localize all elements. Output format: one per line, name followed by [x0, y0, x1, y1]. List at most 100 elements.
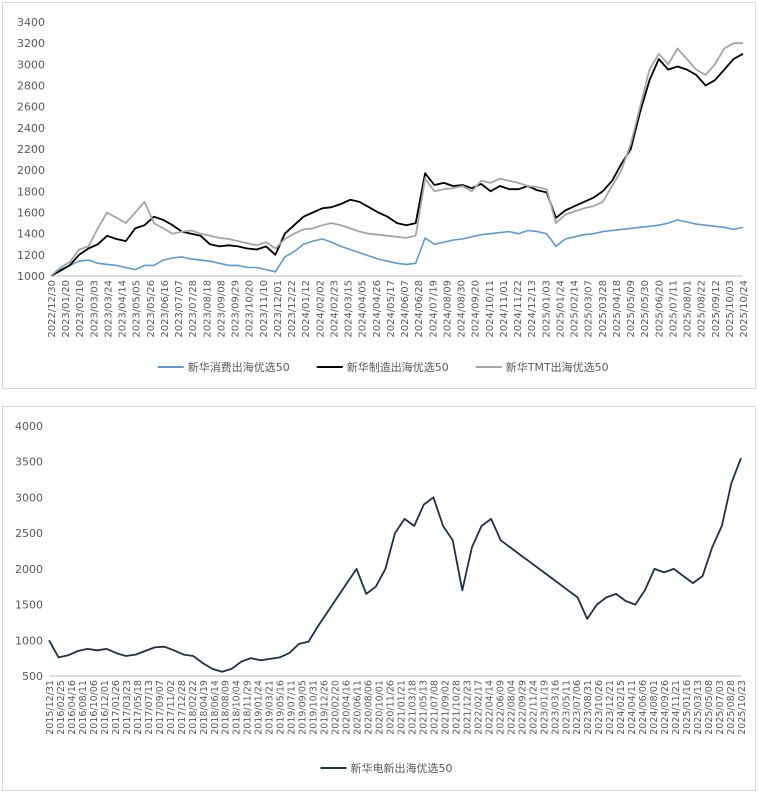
- x-tick-label: 2024/03/15: [344, 280, 355, 338]
- x-tick-label: 2023/10/26: [594, 680, 605, 735]
- x-tick-label: 2024/05/17: [386, 280, 397, 338]
- x-tick-label: 2025/01/16: [682, 680, 693, 735]
- x-tick-label: 2024/06/28: [414, 280, 425, 338]
- x-tick-label: 2023/09/29: [231, 280, 242, 338]
- y-tick-label: 1000: [15, 634, 43, 647]
- x-tick-label: 2020/02/20: [331, 680, 342, 735]
- x-tick-label: 2016/12/01: [100, 680, 111, 735]
- x-tick-label: 2023/01/20: [61, 280, 72, 338]
- x-tick-label: 2024/02/23: [329, 280, 340, 338]
- x-tick-label: 2024/10/11: [485, 280, 496, 338]
- x-tick-label: 2024/04/05: [358, 280, 369, 338]
- x-tick-label: 2023/08/31: [583, 680, 594, 735]
- x-tick-label: 2019/10/31: [309, 680, 320, 735]
- x-tick-label: 2019/01/24: [254, 680, 265, 735]
- x-tick-label: 2024/11/22: [513, 280, 524, 338]
- legend-label: 新华制造出海优选50: [347, 360, 449, 374]
- x-tick-label: 2025/03/07: [584, 280, 595, 338]
- x-tick-label: 2025/05/08: [704, 680, 715, 735]
- x-tick-label: 2024/08/09: [442, 280, 453, 338]
- x-tick-label: 2023/07/07: [174, 280, 185, 338]
- top-chart-panel: 1000 1200 1400 1600 1800 2000 2200 2400 2600 2800…: [2, 2, 756, 389]
- top-line-chart: 1000 1200 1400 1600 1800 2000 2200 2400 2600 2800…: [17, 16, 750, 374]
- x-tick-label: 2025/09/12: [711, 280, 722, 338]
- x-tick-label: 2024/11/01: [499, 280, 510, 338]
- x-tick-label: 2023/08/18: [202, 280, 213, 338]
- x-tick-label: 2017/03/23: [122, 680, 133, 735]
- x-tick-label: 2018/10/04: [232, 680, 243, 735]
- x-tick-label: 2019/03/21: [265, 680, 276, 735]
- x-tick-label: 2025/04/18: [612, 280, 623, 338]
- x-tick-label: 2023/07/28: [188, 280, 199, 338]
- y-tick-label: 3000: [15, 491, 43, 504]
- x-tick-label: 2018/08/09: [221, 680, 232, 735]
- y-tick-label: 1800: [17, 185, 45, 198]
- y-tick-label: 2400: [17, 122, 45, 135]
- x-tick-label: 2025/05/30: [640, 280, 651, 338]
- x-tick-label: 2025/08/28: [726, 680, 737, 735]
- x-tick-label: 2021/12/23: [462, 680, 473, 735]
- x-tick-label: 2018/11/29: [243, 680, 254, 735]
- x-tick-label: 2021/07/08: [429, 680, 440, 735]
- x-tick-label: 2023/12/22: [287, 280, 298, 338]
- x-tick-label: 2024/09/26: [660, 680, 671, 735]
- x-tick-label: 2020/04/16: [342, 680, 353, 735]
- x-tick-label: 2025/03/28: [598, 280, 609, 338]
- x-tick-label: 2018/02/22: [188, 680, 199, 735]
- x-tick-label: 2017/12/28: [177, 680, 188, 735]
- y-tick-label: 2800: [17, 80, 45, 93]
- x-tick-label: 2017/07/13: [144, 680, 155, 735]
- x-tick-label: 2023/10/20: [245, 280, 256, 338]
- x-tick-label: 2018/04/19: [199, 680, 210, 735]
- x-tick-label: 2019/09/05: [298, 680, 309, 735]
- x-tick-label: 2024/09/20: [471, 280, 482, 338]
- x-tick-label: 2023/07/06: [572, 680, 583, 735]
- x-tick-label: 2025/10/03: [725, 280, 736, 338]
- series-line-1: [50, 219, 744, 277]
- x-tick-label: 2024/04/11: [627, 680, 638, 735]
- x-tick-label: 2017/01/26: [111, 680, 122, 735]
- x-tick-label: 2015/12/31: [45, 680, 56, 735]
- x-tick-label: 2025/01/24: [555, 280, 566, 338]
- x-tick-label: 2025/01/03: [541, 280, 552, 338]
- x-tick-label: 2023/02/10: [75, 280, 86, 338]
- x-tick-label: 2016/04/16: [67, 680, 78, 735]
- bottom-line-chart: 500 1000 1500 2000 2500 3000 3500 4000 2015/12/3…: [15, 420, 748, 775]
- x-tick-label: 2025/08/22: [697, 280, 708, 338]
- legend-label: 新华TMT出海优选50: [506, 360, 609, 374]
- x-tick-label: 2019/05/16: [276, 680, 287, 735]
- x-tick-label: 2022/08/04: [506, 680, 517, 735]
- y-tick-label: 3200: [17, 37, 45, 50]
- x-tick-label: 2023/09/08: [216, 280, 227, 338]
- x-tick-label: 2023/03/24: [103, 280, 114, 338]
- y-tick-label: 2000: [15, 563, 43, 576]
- x-tick-label: 2024/07/19: [428, 280, 439, 338]
- x-tick-label: 2022/12/30: [47, 280, 58, 338]
- x-tick-label: 2022/06/09: [495, 680, 506, 735]
- x-tick-label: 2021/05/13: [418, 680, 429, 735]
- x-tick-label: 2022/04/14: [484, 680, 495, 735]
- y-tick-label: 1400: [17, 228, 45, 241]
- x-tick-label: 2021/09/02: [440, 680, 451, 735]
- x-tick-label: 2024/02/02: [315, 280, 326, 338]
- x-tick-label: 2017/09/07: [155, 680, 166, 735]
- x-tick-label: 2023/03/16: [550, 680, 561, 735]
- x-tick-label: 2025/10/23: [737, 680, 748, 735]
- x-tick-label: 2025/10/24: [739, 280, 750, 338]
- y-tick-label: 3000: [17, 58, 45, 71]
- x-tick-label: 2021/03/18: [407, 680, 418, 735]
- x-tick-label: 2025/02/14: [570, 280, 581, 338]
- x-tick-label: 2017/05/18: [133, 680, 144, 735]
- x-tick-label: 2024/02/15: [616, 680, 627, 735]
- x-tick-label: 2023/06/16: [160, 280, 171, 338]
- x-tick-label: 2020/11/26: [386, 680, 397, 735]
- x-tick-label: 2024/08/01: [649, 680, 660, 735]
- x-tick-label: 2023/01/19: [539, 680, 550, 735]
- x-tick-label: 2024/04/26: [372, 280, 383, 338]
- x-tick-label: 2023/12/21: [605, 680, 616, 735]
- x-tick-label: 2018/06/14: [210, 680, 221, 735]
- x-tick-label: 2019/12/26: [320, 680, 331, 735]
- x-tick-label: 2023/05/11: [561, 680, 572, 735]
- x-tick-label: 2023/05/26: [146, 280, 157, 338]
- bottom-chart-panel: 500 1000 1500 2000 2500 3000 3500 4000 2015/12/3…: [2, 406, 756, 791]
